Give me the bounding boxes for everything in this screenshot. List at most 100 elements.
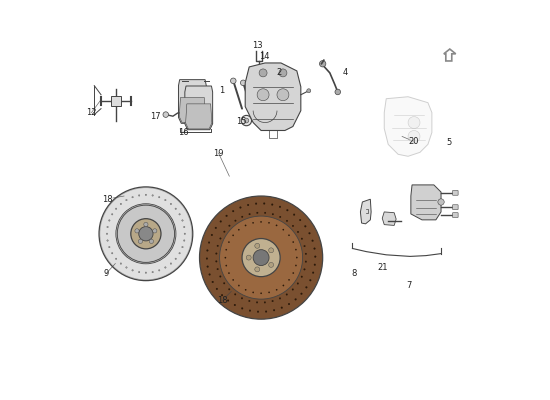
Circle shape: [283, 285, 284, 286]
Circle shape: [255, 267, 260, 272]
Circle shape: [288, 235, 290, 236]
Circle shape: [295, 298, 296, 300]
Text: 1: 1: [219, 86, 224, 95]
Circle shape: [288, 279, 290, 280]
Polygon shape: [411, 185, 441, 220]
Circle shape: [238, 229, 239, 230]
Circle shape: [107, 240, 108, 241]
Circle shape: [184, 233, 185, 234]
Circle shape: [228, 288, 230, 290]
Circle shape: [200, 196, 323, 319]
Circle shape: [226, 265, 227, 266]
Circle shape: [310, 279, 311, 281]
Circle shape: [257, 89, 269, 101]
Circle shape: [265, 212, 266, 214]
Circle shape: [277, 89, 289, 101]
Text: 13: 13: [252, 41, 262, 50]
Circle shape: [315, 256, 316, 258]
Circle shape: [219, 276, 221, 277]
Circle shape: [287, 209, 288, 211]
Circle shape: [271, 204, 273, 206]
Circle shape: [207, 266, 208, 268]
Circle shape: [279, 206, 281, 208]
Text: 7: 7: [406, 281, 412, 290]
Circle shape: [257, 72, 261, 77]
Circle shape: [276, 289, 277, 290]
Circle shape: [164, 199, 166, 201]
Circle shape: [216, 288, 218, 290]
FancyBboxPatch shape: [453, 213, 458, 218]
Circle shape: [120, 263, 122, 264]
Circle shape: [182, 246, 183, 248]
Circle shape: [219, 216, 302, 299]
Circle shape: [116, 204, 176, 264]
Circle shape: [241, 216, 243, 218]
Circle shape: [145, 194, 147, 196]
Circle shape: [255, 243, 260, 248]
Circle shape: [217, 268, 218, 270]
Circle shape: [288, 303, 290, 305]
Text: 8: 8: [352, 269, 357, 278]
Circle shape: [279, 216, 281, 218]
Circle shape: [305, 261, 307, 262]
Circle shape: [246, 255, 251, 260]
Circle shape: [293, 214, 295, 216]
Polygon shape: [360, 199, 371, 224]
Circle shape: [235, 220, 236, 222]
Circle shape: [112, 214, 113, 215]
FancyBboxPatch shape: [453, 190, 458, 195]
Circle shape: [261, 293, 262, 294]
Circle shape: [117, 205, 174, 262]
Circle shape: [184, 226, 185, 228]
Circle shape: [268, 292, 270, 293]
Circle shape: [219, 238, 221, 239]
Circle shape: [229, 225, 230, 226]
Circle shape: [223, 282, 225, 284]
Circle shape: [153, 229, 157, 233]
Circle shape: [279, 69, 287, 77]
Circle shape: [116, 258, 117, 260]
Circle shape: [241, 115, 251, 126]
Circle shape: [301, 238, 302, 240]
Circle shape: [241, 308, 243, 309]
Circle shape: [120, 203, 122, 205]
Text: 15: 15: [236, 117, 246, 126]
Polygon shape: [179, 98, 206, 122]
Polygon shape: [245, 63, 301, 130]
Circle shape: [249, 213, 250, 215]
Circle shape: [297, 231, 299, 233]
Circle shape: [286, 294, 288, 295]
Circle shape: [139, 227, 153, 241]
Circle shape: [126, 199, 127, 201]
Circle shape: [217, 245, 218, 247]
Circle shape: [233, 235, 234, 236]
Text: 5: 5: [447, 138, 452, 147]
Circle shape: [256, 212, 258, 214]
Circle shape: [226, 249, 227, 250]
Circle shape: [238, 285, 240, 286]
Circle shape: [139, 195, 140, 196]
Text: 19: 19: [213, 149, 224, 158]
Circle shape: [408, 130, 420, 142]
Circle shape: [233, 279, 234, 280]
Circle shape: [283, 229, 284, 230]
Text: 9: 9: [103, 269, 109, 278]
Circle shape: [299, 219, 301, 221]
Circle shape: [244, 118, 249, 123]
Circle shape: [438, 199, 444, 205]
Circle shape: [312, 240, 313, 242]
Circle shape: [175, 208, 177, 210]
Circle shape: [240, 207, 241, 208]
Circle shape: [257, 311, 259, 312]
Circle shape: [408, 116, 420, 128]
Circle shape: [272, 300, 273, 302]
Circle shape: [249, 300, 250, 302]
Circle shape: [242, 238, 280, 277]
Circle shape: [152, 195, 153, 196]
Circle shape: [268, 262, 273, 267]
Circle shape: [263, 203, 265, 204]
Circle shape: [305, 226, 306, 227]
Circle shape: [295, 265, 296, 266]
Circle shape: [265, 311, 267, 312]
Circle shape: [314, 264, 316, 266]
